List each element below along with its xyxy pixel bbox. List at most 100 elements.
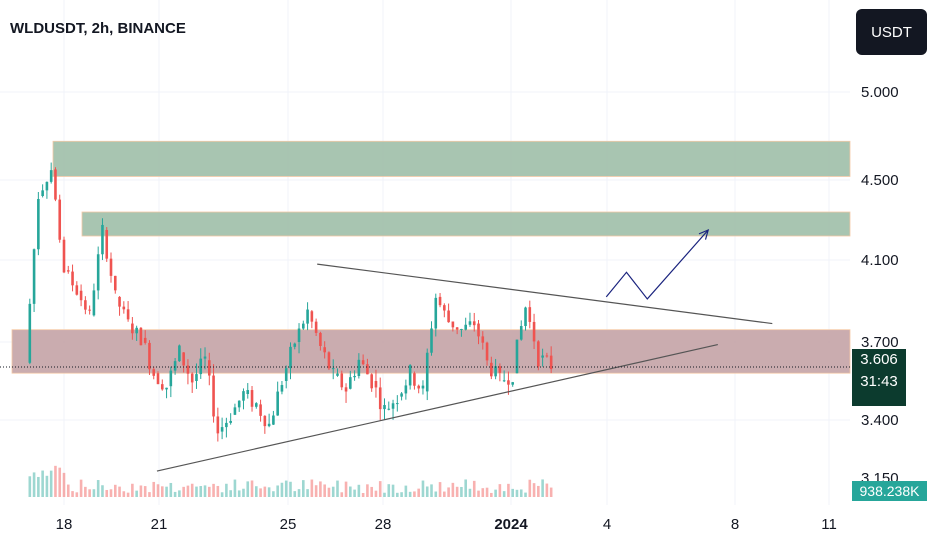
candle-body (143, 337, 147, 343)
candle-body (289, 346, 292, 369)
volume-bar (88, 489, 91, 497)
candle-body (242, 391, 245, 401)
volume-bar (122, 491, 126, 497)
candle-body (374, 381, 378, 388)
candle-body (32, 249, 36, 304)
volume-bar (331, 486, 335, 497)
candle-body (549, 355, 553, 370)
volume-bar (545, 483, 549, 497)
candle-body (276, 391, 279, 416)
candle-body (216, 416, 220, 434)
candle-body (28, 303, 32, 363)
trendline-upper (317, 263, 773, 325)
volume-bar (79, 479, 83, 497)
candle-body (195, 374, 198, 381)
candle-body (229, 420, 232, 423)
candle-body (139, 327, 143, 346)
volume-bar (195, 486, 198, 497)
candle-body (319, 332, 322, 346)
candle-body (408, 365, 412, 386)
volume-bar (225, 483, 228, 497)
candle-body (113, 275, 117, 291)
volume-bar (169, 482, 173, 497)
volume-bar (494, 489, 497, 497)
candle-body (383, 405, 386, 410)
volume-bar (250, 480, 254, 497)
volume-bar (511, 488, 514, 497)
volume-bar (113, 484, 117, 497)
candle-body (464, 324, 467, 330)
candle-body (58, 199, 62, 240)
volume-bar (28, 476, 32, 497)
volume-bars (28, 465, 553, 497)
volume-bar (460, 486, 463, 497)
candle-body (366, 364, 369, 375)
volume-bar (182, 486, 185, 497)
candle-body (165, 387, 168, 390)
x-tick-label: 21 (150, 516, 168, 533)
volume-bar (485, 487, 489, 497)
candle-body (233, 407, 237, 415)
candle-body (173, 361, 177, 371)
candle-body (49, 170, 53, 182)
volume-bar (41, 470, 44, 497)
volume-bar (207, 486, 211, 497)
candle-body (255, 403, 258, 407)
volume-bar (84, 486, 87, 497)
y-tick-label: 4.100 (861, 252, 899, 269)
volume-bar (400, 492, 403, 497)
candle-body (280, 385, 284, 392)
candle-body (421, 385, 425, 389)
volume-bar (216, 485, 220, 497)
volume-bar (37, 476, 40, 497)
y-tick-label: 3.700 (861, 334, 899, 351)
volume-bar (502, 491, 506, 497)
volume-bar (396, 492, 399, 497)
candle-body (353, 375, 356, 378)
candle-body (528, 307, 532, 322)
candle-body (396, 403, 399, 405)
volume-bar (387, 484, 391, 497)
candle-body (152, 369, 156, 376)
candle-body (169, 370, 173, 387)
candle-body (267, 423, 271, 427)
candle-body (524, 307, 527, 327)
candle-body (186, 365, 190, 374)
x-tick-label: 25 (279, 516, 297, 533)
candle-body (207, 360, 211, 376)
volume-bar (139, 485, 143, 497)
candle-body (122, 306, 126, 310)
volume-bar (340, 492, 344, 497)
volume-bar (383, 492, 386, 497)
x-tick-label: 4 (602, 516, 612, 533)
volume-bar (430, 484, 433, 497)
volume-bar (455, 486, 459, 497)
volume-bar (45, 475, 49, 497)
candle-body (135, 327, 138, 334)
volume-bar (366, 484, 369, 497)
candle-body (250, 390, 254, 407)
candle-body (387, 408, 391, 410)
candle-body (302, 323, 305, 329)
candle-body (109, 258, 113, 276)
candle-body (331, 368, 335, 370)
volume-bar (391, 484, 395, 497)
volume-bar (451, 482, 455, 497)
candle-body (212, 375, 215, 417)
volume-bar (310, 479, 314, 497)
volume-bar (472, 480, 476, 497)
candle-body (293, 343, 297, 347)
volume-bar (49, 470, 53, 497)
volume-bar (447, 487, 450, 497)
candle-body (494, 366, 497, 377)
volume-bar (370, 486, 373, 497)
volume-bar (323, 484, 326, 497)
volume-bar (344, 481, 348, 497)
volume-bar (468, 488, 472, 497)
candlesticks (28, 162, 553, 442)
volume-bar (443, 491, 446, 497)
volume-bar (532, 483, 536, 497)
candle-body (541, 355, 544, 358)
currency-button[interactable]: USDT (856, 9, 927, 55)
